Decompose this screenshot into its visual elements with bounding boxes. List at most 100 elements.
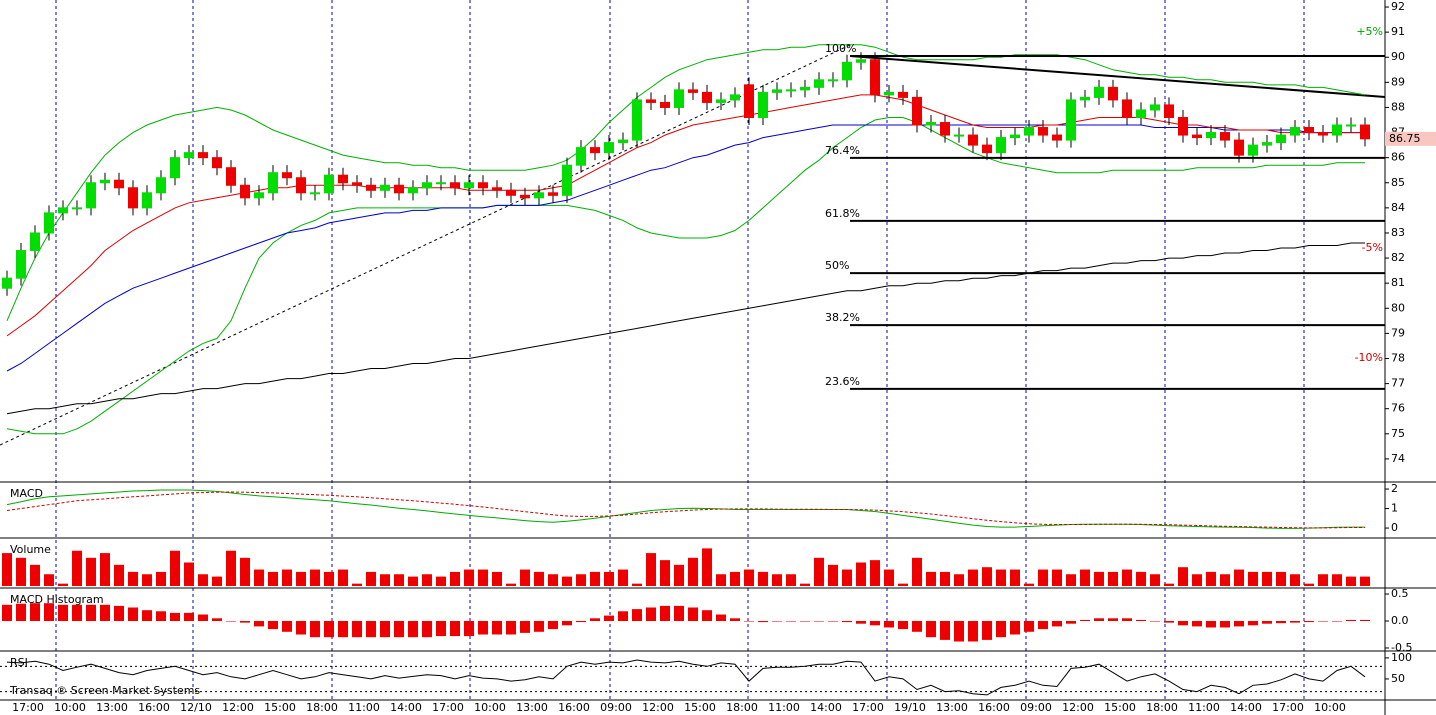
bar bbox=[240, 557, 250, 586]
candle-body bbox=[282, 172, 292, 179]
bar bbox=[618, 611, 628, 621]
x-tick-label: 15:00 bbox=[1104, 701, 1136, 714]
x-tick-label: 12/10 bbox=[180, 701, 212, 714]
bar bbox=[1206, 620, 1216, 628]
bar bbox=[1094, 571, 1104, 586]
bar bbox=[800, 583, 810, 586]
bar bbox=[716, 614, 726, 621]
bar bbox=[1108, 618, 1118, 621]
bar bbox=[786, 574, 796, 586]
bar bbox=[702, 610, 712, 621]
percent-annotation: -10% bbox=[1355, 351, 1383, 364]
candle-body bbox=[86, 182, 96, 209]
y-tick-label: 0 bbox=[1391, 521, 1398, 534]
bar bbox=[58, 583, 68, 586]
x-tick-label: 17:00 bbox=[852, 701, 884, 714]
candle-body bbox=[310, 192, 320, 195]
candle-body bbox=[660, 101, 670, 108]
bar bbox=[982, 620, 992, 640]
x-tick-label: 10:00 bbox=[474, 701, 506, 714]
x-tick-label: 10:00 bbox=[54, 701, 86, 714]
bar bbox=[926, 620, 936, 638]
bar bbox=[506, 583, 516, 586]
y-tick-label: 0.0 bbox=[1391, 614, 1409, 627]
candle-body bbox=[674, 89, 684, 108]
bar bbox=[534, 620, 544, 632]
bar bbox=[114, 564, 124, 586]
bar bbox=[884, 620, 894, 628]
candle-body bbox=[1262, 142, 1272, 146]
x-tick-label: 09:00 bbox=[1020, 701, 1052, 714]
candle-body bbox=[296, 177, 306, 194]
bar bbox=[394, 620, 404, 638]
candle-body bbox=[576, 147, 586, 166]
candle-body bbox=[632, 99, 642, 141]
candle-body bbox=[324, 174, 334, 194]
candle-body bbox=[1304, 127, 1314, 134]
y-tick-label: 80 bbox=[1391, 301, 1405, 314]
bar bbox=[1346, 576, 1356, 586]
bar bbox=[590, 571, 600, 586]
candle-body bbox=[772, 89, 782, 93]
candle-body bbox=[1024, 127, 1034, 136]
x-tick-label: 18:00 bbox=[726, 701, 758, 714]
bar bbox=[1318, 620, 1328, 622]
bar bbox=[44, 603, 54, 621]
bar bbox=[604, 615, 614, 621]
candle-body bbox=[212, 157, 222, 169]
bar bbox=[310, 569, 320, 586]
candle-body bbox=[58, 207, 68, 214]
bar bbox=[352, 583, 362, 586]
bar bbox=[198, 574, 208, 586]
bar bbox=[1262, 620, 1272, 624]
bar bbox=[1150, 620, 1160, 622]
bar bbox=[1360, 576, 1370, 586]
y-tick-label: 2 bbox=[1391, 482, 1398, 495]
y-tick-label: 1 bbox=[1391, 502, 1398, 515]
candle-body bbox=[1150, 104, 1160, 111]
bar bbox=[1136, 619, 1146, 621]
candle-body bbox=[758, 91, 768, 118]
bar bbox=[1038, 569, 1048, 586]
bar bbox=[506, 620, 516, 635]
y-tick-label: 83 bbox=[1391, 226, 1405, 239]
bar bbox=[170, 550, 180, 586]
bar bbox=[912, 620, 922, 632]
bar bbox=[198, 614, 208, 621]
candle-body bbox=[716, 99, 726, 103]
candle-body bbox=[394, 184, 404, 194]
candle-body bbox=[30, 232, 40, 252]
candle-body bbox=[604, 142, 614, 154]
bar bbox=[786, 620, 796, 622]
bar bbox=[954, 574, 964, 586]
candle-body bbox=[898, 91, 908, 98]
bar bbox=[562, 620, 572, 626]
candle-body bbox=[940, 122, 950, 136]
bar bbox=[940, 620, 950, 640]
percent-annotation: -5% bbox=[1362, 241, 1383, 254]
candle-body bbox=[1010, 134, 1020, 139]
candle-body bbox=[800, 86, 810, 91]
candle-body bbox=[688, 89, 698, 93]
bar bbox=[268, 620, 278, 630]
x-tick-label: 19/10 bbox=[894, 701, 926, 714]
bar bbox=[1108, 571, 1118, 586]
candle-body bbox=[1220, 132, 1230, 141]
bar bbox=[1276, 571, 1286, 586]
bar bbox=[1094, 618, 1104, 621]
bar bbox=[1220, 574, 1230, 586]
bar bbox=[184, 562, 194, 586]
bar bbox=[1276, 620, 1286, 624]
bar bbox=[86, 557, 96, 586]
candle-body bbox=[912, 96, 922, 126]
bar bbox=[1290, 620, 1300, 623]
candle-body bbox=[982, 144, 992, 154]
bar bbox=[520, 620, 530, 633]
candle-body bbox=[702, 91, 712, 103]
bar bbox=[982, 567, 992, 586]
bar bbox=[408, 620, 418, 638]
bar bbox=[338, 569, 348, 586]
bar bbox=[1234, 569, 1244, 586]
candle-body bbox=[1206, 132, 1216, 139]
bar bbox=[184, 612, 194, 621]
